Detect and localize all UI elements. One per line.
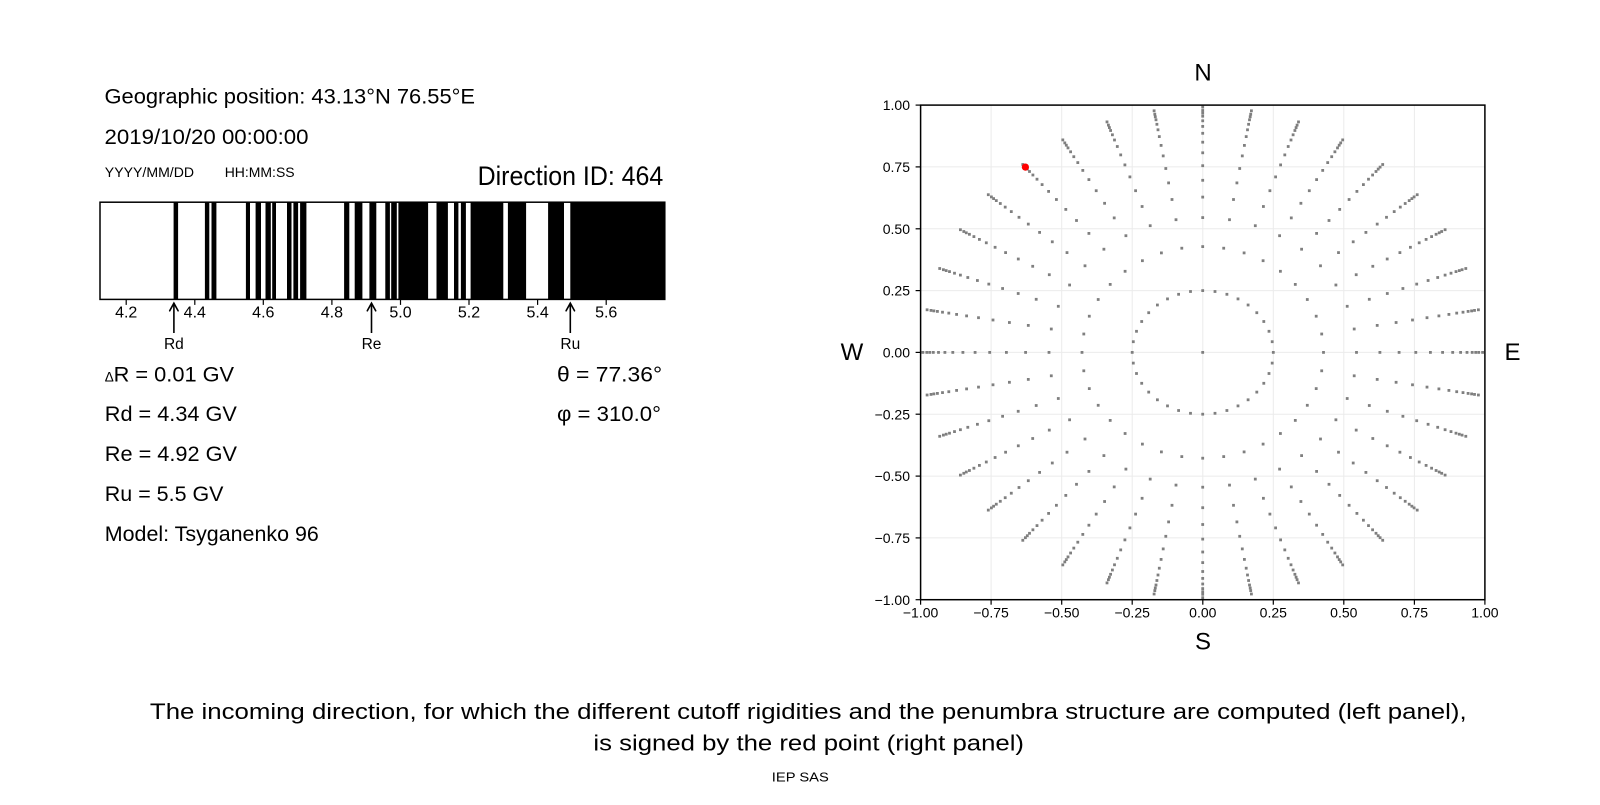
svg-text:0.00: 0.00 — [883, 345, 910, 361]
svg-text:−1.00: −1.00 — [875, 592, 911, 608]
svg-text:0.75: 0.75 — [1401, 605, 1428, 621]
svg-text:IEP SAS: IEP SAS — [772, 770, 829, 785]
svg-text:−0.25: −0.25 — [1114, 605, 1150, 621]
svg-text:4.8: 4.8 — [321, 305, 343, 322]
svg-text:Direction ID: 464: Direction ID: 464 — [478, 161, 664, 191]
svg-text:1.00: 1.00 — [1471, 605, 1498, 621]
svg-text:Ru: Ru — [560, 336, 580, 353]
svg-text:−0.50: −0.50 — [875, 468, 911, 484]
svg-text:1.00: 1.00 — [883, 97, 910, 113]
svg-text:0.25: 0.25 — [1260, 605, 1287, 621]
svg-text:5.4: 5.4 — [526, 305, 548, 322]
svg-text:Re: Re — [362, 336, 382, 353]
svg-text:N: N — [1194, 60, 1211, 87]
svg-text:is signed by the red point (ri: is signed by the red point (right panel) — [593, 731, 1024, 756]
svg-text:S: S — [1195, 629, 1211, 656]
svg-text:0.25: 0.25 — [883, 283, 910, 299]
svg-text:HH:MM:SS: HH:MM:SS — [225, 164, 295, 180]
svg-text:−1.00: −1.00 — [903, 605, 939, 621]
svg-text:Re = 4.92 GV: Re = 4.92 GV — [105, 442, 238, 466]
svg-text:−0.75: −0.75 — [875, 530, 911, 546]
svg-text:R = 0.01 GV: R = 0.01 GV — [114, 363, 235, 387]
svg-text:5.2: 5.2 — [458, 305, 480, 322]
svg-text:YYYY/MM/DD: YYYY/MM/DD — [105, 164, 194, 180]
svg-text:−0.75: −0.75 — [973, 605, 1009, 621]
svg-text:Model: Tsyganenko 96: Model: Tsyganenko 96 — [105, 522, 319, 546]
svg-text:4.2: 4.2 — [115, 305, 137, 322]
svg-text:W: W — [841, 339, 864, 366]
svg-text:0.50: 0.50 — [883, 221, 910, 237]
svg-text:The incoming direction, for wh: The incoming direction, for which the di… — [150, 699, 1467, 724]
svg-text:Ru = 5.5 GV: Ru = 5.5 GV — [105, 482, 224, 506]
svg-text:4.6: 4.6 — [252, 305, 274, 322]
svg-text:0.75: 0.75 — [883, 159, 910, 175]
svg-text:5.6: 5.6 — [595, 305, 617, 322]
svg-text:2019/10/20 00:00:00: 2019/10/20 00:00:00 — [105, 125, 309, 149]
svg-text:Rd = 4.34 GV: Rd = 4.34 GV — [105, 402, 238, 426]
svg-text:Rd: Rd — [164, 336, 184, 353]
svg-text:4.4: 4.4 — [184, 305, 206, 322]
svg-text:5.0: 5.0 — [389, 305, 411, 322]
svg-text:Δ: Δ — [105, 370, 114, 385]
svg-text:θ = 77.36°: θ = 77.36° — [557, 363, 662, 387]
svg-text:0.00: 0.00 — [1189, 605, 1216, 621]
svg-text:Geographic position: 43.13°N 7: Geographic position: 43.13°N 76.55°E — [105, 84, 476, 108]
svg-text:φ = 310.0°: φ = 310.0° — [557, 402, 661, 426]
svg-text:−0.50: −0.50 — [1044, 605, 1080, 621]
svg-text:0.50: 0.50 — [1330, 605, 1357, 621]
svg-text:E: E — [1504, 339, 1520, 366]
svg-text:−0.25: −0.25 — [875, 406, 911, 422]
